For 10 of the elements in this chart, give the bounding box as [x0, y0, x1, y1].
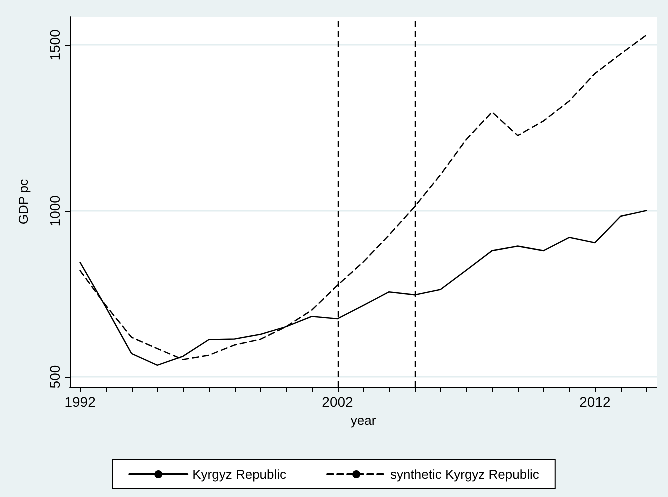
x-axis-title: year: [350, 412, 377, 428]
x-tick-label: 2002: [322, 394, 354, 410]
x-tick-label: 1992: [64, 394, 96, 410]
y-tick-label: 1000: [47, 195, 63, 227]
y-tick-label: 1500: [47, 29, 63, 61]
y-tick-label: 500: [47, 365, 63, 389]
legend-label: synthetic Kyrgyz Republic: [390, 467, 540, 482]
legend-label: Kyrgyz Republic: [192, 467, 288, 482]
x-tick-label: 2012: [580, 394, 611, 410]
y-axis-title: GDP pc: [16, 178, 31, 225]
